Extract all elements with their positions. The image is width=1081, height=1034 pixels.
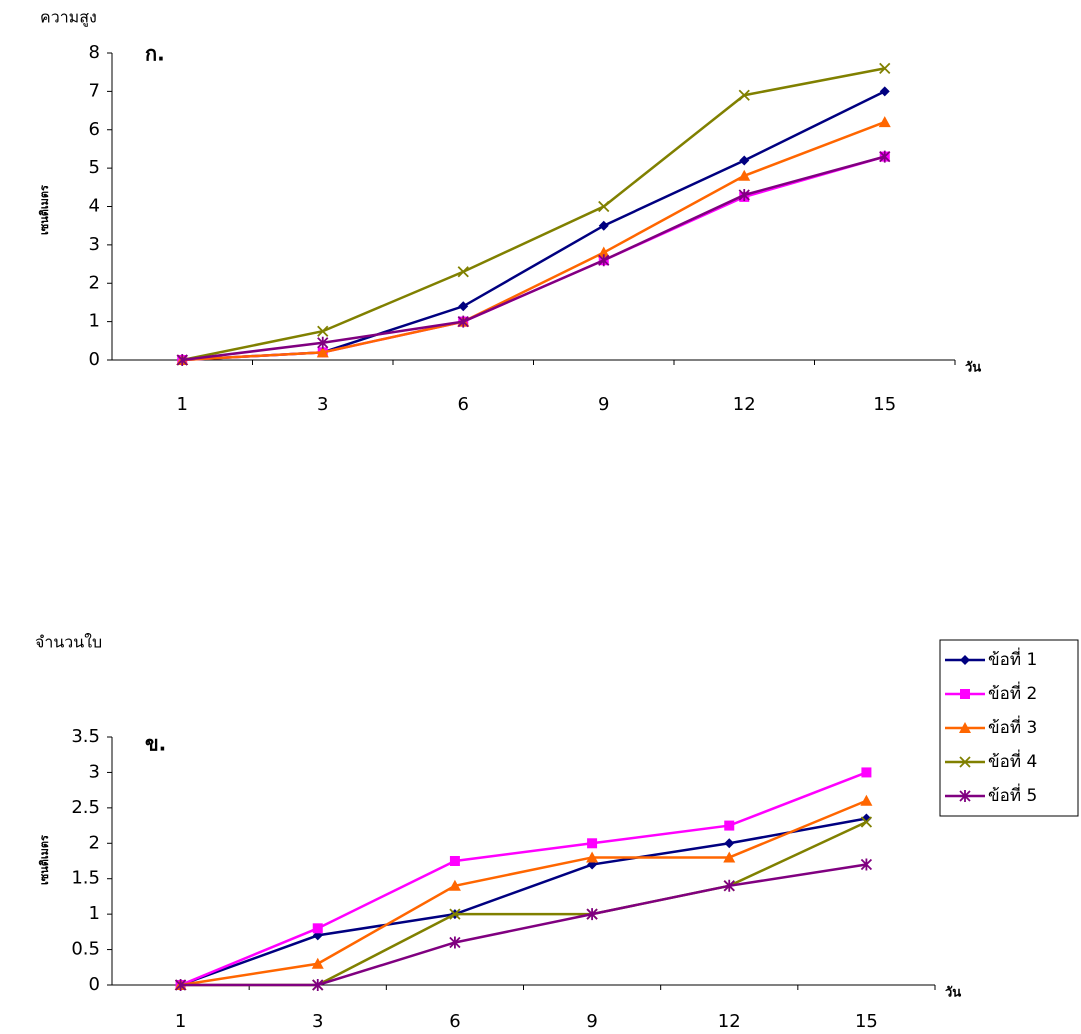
series-line bbox=[181, 865, 867, 985]
series-line bbox=[181, 801, 867, 985]
x-tick-label: 6 bbox=[458, 394, 469, 415]
x-tick-label: 15 bbox=[873, 394, 896, 415]
data-point bbox=[599, 221, 609, 231]
data-point bbox=[313, 923, 323, 933]
data-point bbox=[724, 838, 734, 848]
y-tick-label: 3 bbox=[89, 761, 100, 782]
data-point bbox=[860, 795, 872, 806]
data-point bbox=[458, 267, 468, 277]
x-tick-label: 9 bbox=[598, 394, 609, 415]
y-tick-label: 1 bbox=[89, 903, 100, 924]
series-line bbox=[182, 122, 885, 360]
data-point bbox=[724, 821, 734, 831]
y-tick-label: 0 bbox=[89, 349, 100, 370]
y-tick-label: 5 bbox=[89, 157, 100, 178]
series-line bbox=[182, 91, 885, 360]
y-tick-label: 2 bbox=[89, 832, 100, 853]
x-tick-label: 1 bbox=[175, 1011, 186, 1032]
y-tick-label: 2.5 bbox=[71, 797, 100, 818]
chart-label: ก. bbox=[145, 42, 165, 66]
data-point bbox=[739, 155, 749, 165]
legend-label: ข้อที่ 3 bbox=[988, 715, 1037, 738]
data-point bbox=[599, 202, 609, 212]
data-point bbox=[861, 767, 871, 777]
y-tick-label: 8 bbox=[89, 42, 100, 63]
data-point bbox=[880, 86, 890, 96]
x-axis-label: วัน bbox=[965, 361, 981, 376]
x-tick-label: 3 bbox=[312, 1011, 323, 1032]
legend-label: ข้อที่ 2 bbox=[988, 681, 1037, 704]
y-axis-label: เซนติเมตร bbox=[38, 185, 51, 235]
data-point bbox=[458, 301, 468, 311]
y-tick-label: 0.5 bbox=[71, 939, 100, 960]
y-tick-label: 4 bbox=[89, 196, 100, 217]
data-point bbox=[879, 116, 891, 127]
data-point bbox=[587, 838, 597, 848]
y-axis-label: เซนติเมตร bbox=[38, 835, 51, 885]
y-tick-label: 6 bbox=[89, 119, 100, 140]
data-point bbox=[450, 856, 460, 866]
y-tick-label: 2 bbox=[89, 272, 100, 293]
chart-label: ข. bbox=[145, 732, 166, 756]
legend-label: ข้อที่ 5 bbox=[988, 783, 1037, 806]
y-tick-label: 1 bbox=[89, 311, 100, 332]
charts: ความสูงก.เซนติเมตรวัน01234567813691215จำ… bbox=[0, 0, 1081, 1034]
page: {"chart_data": [ {"type": "line", "label… bbox=[0, 0, 1081, 1034]
y-tick-label: 7 bbox=[89, 80, 100, 101]
y-tick-label: 3.5 bbox=[71, 726, 100, 747]
series-line bbox=[181, 772, 867, 985]
x-tick-label: 9 bbox=[586, 1011, 597, 1032]
y-title: จำนวนใบ bbox=[35, 633, 102, 652]
x-tick-label: 15 bbox=[855, 1011, 878, 1032]
legend-label: ข้อที่ 1 bbox=[988, 647, 1037, 670]
legend-label: ข้อที่ 4 bbox=[988, 749, 1037, 772]
x-axis-label: วัน bbox=[945, 986, 961, 1001]
x-tick-label: 1 bbox=[177, 394, 188, 415]
series-line bbox=[181, 822, 867, 985]
series-line bbox=[182, 68, 885, 360]
x-tick-label: 12 bbox=[733, 394, 756, 415]
y-tick-label: 0 bbox=[89, 974, 100, 995]
y-tick-label: 3 bbox=[89, 234, 100, 255]
legend-marker bbox=[960, 689, 970, 699]
x-tick-label: 6 bbox=[449, 1011, 460, 1032]
y-title: ความสูง bbox=[40, 8, 97, 28]
x-tick-label: 12 bbox=[718, 1011, 741, 1032]
y-tick-label: 1.5 bbox=[71, 868, 100, 889]
x-tick-label: 3 bbox=[317, 394, 328, 415]
series-line bbox=[182, 157, 885, 360]
